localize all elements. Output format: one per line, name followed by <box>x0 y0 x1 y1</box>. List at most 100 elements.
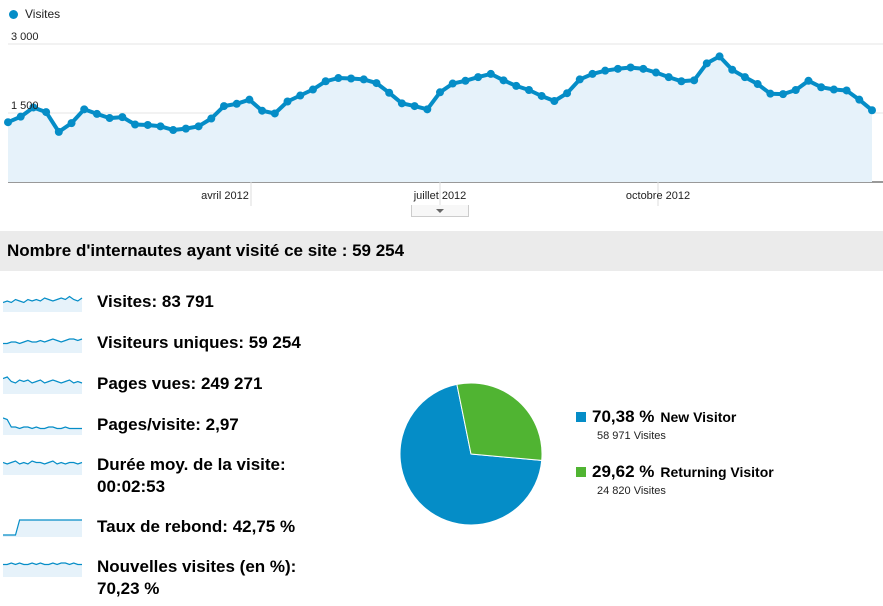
data-point[interactable] <box>677 77 686 86</box>
data-point[interactable] <box>131 120 140 129</box>
metric-row[interactable]: Durée moy. de la visite: 00:02:53 <box>0 452 380 498</box>
data-point[interactable] <box>308 85 317 94</box>
legend-label: Visites <box>25 7 61 21</box>
data-point[interactable] <box>664 73 673 82</box>
sparkline-line <box>3 460 83 465</box>
data-point[interactable] <box>588 69 597 78</box>
sparkline[interactable] <box>3 453 83 477</box>
data-point[interactable] <box>537 91 546 100</box>
sparkline[interactable] <box>3 413 83 437</box>
metric-row[interactable]: Pages vues: 249 271 <box>0 371 380 417</box>
data-point[interactable] <box>715 52 724 61</box>
metric-row[interactable]: Visiteurs uniques: 59 254 <box>0 330 380 376</box>
data-point[interactable] <box>855 95 864 104</box>
data-point[interactable] <box>753 80 762 89</box>
data-point[interactable] <box>143 120 152 129</box>
data-point[interactable] <box>486 69 495 78</box>
data-point[interactable] <box>652 68 660 77</box>
data-point[interactable] <box>245 95 254 104</box>
metric-label: Taux de rebond: 42,75 % <box>97 516 295 538</box>
data-point[interactable] <box>550 97 559 106</box>
data-point[interactable] <box>461 76 470 85</box>
data-point[interactable] <box>181 124 190 133</box>
data-point[interactable] <box>842 86 851 95</box>
data-point[interactable] <box>118 113 127 122</box>
data-point[interactable] <box>359 75 368 84</box>
sparkline[interactable] <box>3 372 83 396</box>
data-point[interactable] <box>474 73 483 82</box>
pie-slice-returning-visitor[interactable] <box>456 382 543 461</box>
data-point[interactable] <box>524 86 533 94</box>
data-point[interactable] <box>817 83 826 92</box>
data-point[interactable] <box>283 97 292 106</box>
data-point[interactable] <box>791 86 800 94</box>
data-point[interactable] <box>575 75 584 84</box>
data-point[interactable] <box>690 76 699 85</box>
sparkline-line <box>3 338 83 345</box>
data-point[interactable] <box>829 85 838 94</box>
data-point[interactable] <box>42 108 51 117</box>
data-point[interactable] <box>779 90 788 99</box>
data-point[interactable] <box>702 59 711 68</box>
sparkline[interactable] <box>3 331 83 355</box>
metric-row[interactable]: Nouvelles visites (en %): 70,23 % <box>0 554 380 600</box>
data-point[interactable] <box>296 91 305 100</box>
metric-row[interactable]: Visites: 83 791 <box>0 289 380 335</box>
data-point[interactable] <box>4 118 12 127</box>
chart-legend[interactable]: Visites <box>9 7 60 21</box>
sparkline[interactable] <box>3 555 83 579</box>
metric-label: Visiteurs uniques: 59 254 <box>97 332 301 354</box>
data-point[interactable] <box>512 81 521 90</box>
data-point[interactable] <box>232 99 241 108</box>
data-point[interactable] <box>613 64 622 73</box>
data-point[interactable] <box>207 114 216 123</box>
data-point[interactable] <box>16 112 25 121</box>
data-point[interactable] <box>321 77 330 86</box>
data-point[interactable] <box>156 122 165 131</box>
data-point[interactable] <box>54 127 63 136</box>
data-point[interactable] <box>766 89 775 98</box>
data-point[interactable] <box>334 74 343 83</box>
visits-line-chart[interactable]: 3 000 1 500 avril 2012 juillet 2012 octobre … <box>0 26 883 208</box>
data-point[interactable] <box>92 109 101 118</box>
data-point[interactable] <box>740 73 749 82</box>
data-point[interactable] <box>563 89 572 98</box>
data-point[interactable] <box>67 119 76 128</box>
data-point[interactable] <box>626 63 635 72</box>
sparkline-line <box>3 562 82 566</box>
summary-header: Nombre d'internautes ayant visité ce sit… <box>0 231 883 271</box>
sparkline[interactable] <box>3 515 83 539</box>
data-point[interactable] <box>105 114 114 123</box>
slice-visits: 58 971 Visites <box>597 430 666 442</box>
metric-row[interactable]: Pages/visite: 2,97 <box>0 412 380 458</box>
data-point[interactable] <box>220 102 228 111</box>
data-point[interactable] <box>258 106 267 115</box>
data-point[interactable] <box>347 74 356 83</box>
data-point[interactable] <box>29 103 38 112</box>
collapse-chart-button[interactable] <box>411 205 469 217</box>
sparkline[interactable] <box>3 290 83 314</box>
data-point[interactable] <box>385 88 394 97</box>
data-point[interactable] <box>270 109 279 118</box>
sparkline-fill <box>3 461 82 475</box>
data-point[interactable] <box>804 76 813 85</box>
slice-name: Returning Visitor <box>660 464 774 480</box>
data-point[interactable] <box>410 102 419 111</box>
data-point[interactable] <box>499 76 508 85</box>
data-point[interactable] <box>448 79 457 88</box>
metric-row[interactable]: Taux de rebond: 42,75 % <box>0 514 380 560</box>
data-point[interactable] <box>728 65 737 74</box>
data-point[interactable] <box>601 66 610 75</box>
metric-value: 70,23 % <box>97 579 160 598</box>
data-point[interactable] <box>639 64 648 73</box>
pie-slice-new-visitor[interactable] <box>399 383 543 526</box>
data-point[interactable] <box>194 122 203 131</box>
data-point[interactable] <box>372 79 381 88</box>
data-point[interactable] <box>423 105 432 114</box>
data-point[interactable] <box>868 106 876 115</box>
data-point[interactable] <box>397 99 406 108</box>
data-point[interactable] <box>80 105 89 114</box>
data-point[interactable] <box>169 126 178 135</box>
data-point[interactable] <box>436 88 444 97</box>
metric-label-line: Visiteurs uniques: 59 254 <box>97 333 301 352</box>
